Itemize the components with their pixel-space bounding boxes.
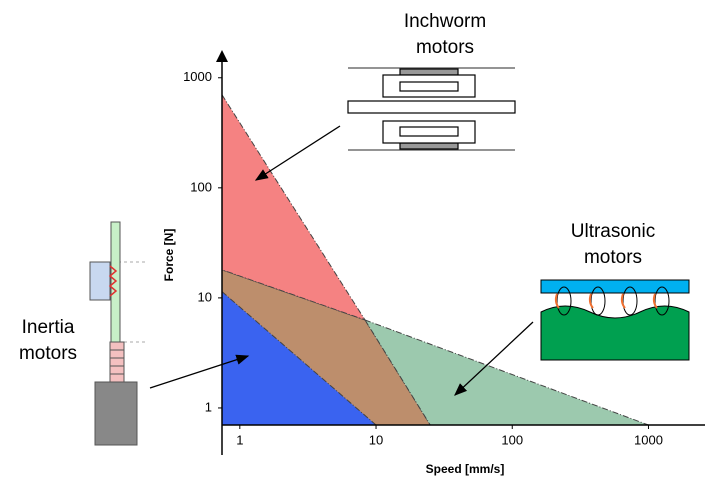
ultrasonic-illustration: [540, 279, 690, 361]
x-tick-label: 1000: [634, 432, 663, 447]
annotation: motors: [416, 37, 474, 58]
regions: [221, 93, 649, 426]
region: [221, 93, 367, 321]
x-axis-title: Speed [mm/s]: [426, 462, 505, 476]
y-tick-label: 1: [205, 399, 212, 414]
annotation: Inertia: [22, 317, 75, 338]
y-tick-label: 10: [198, 289, 212, 304]
y-axis-title: Force [N]: [162, 229, 176, 282]
inchworm-illustration: [347, 67, 516, 151]
annotation: Inchworm: [404, 11, 486, 32]
annotations: Inchworm motors Ultrasonic motors Inertia mot…: [19, 11, 655, 364]
inertia-illustration: [89, 221, 148, 446]
x-tick-label: 100: [501, 432, 523, 447]
annotation: motors: [19, 343, 77, 364]
arrows: [149, 125, 534, 396]
annotation: Ultrasonic: [571, 221, 655, 242]
x-tick-label: 1: [236, 432, 243, 447]
y-tick-label: 100: [190, 179, 212, 194]
x-tick-label: 10: [369, 432, 383, 447]
annotation: motors: [584, 247, 642, 268]
y-tick-label: 1000: [183, 69, 212, 84]
